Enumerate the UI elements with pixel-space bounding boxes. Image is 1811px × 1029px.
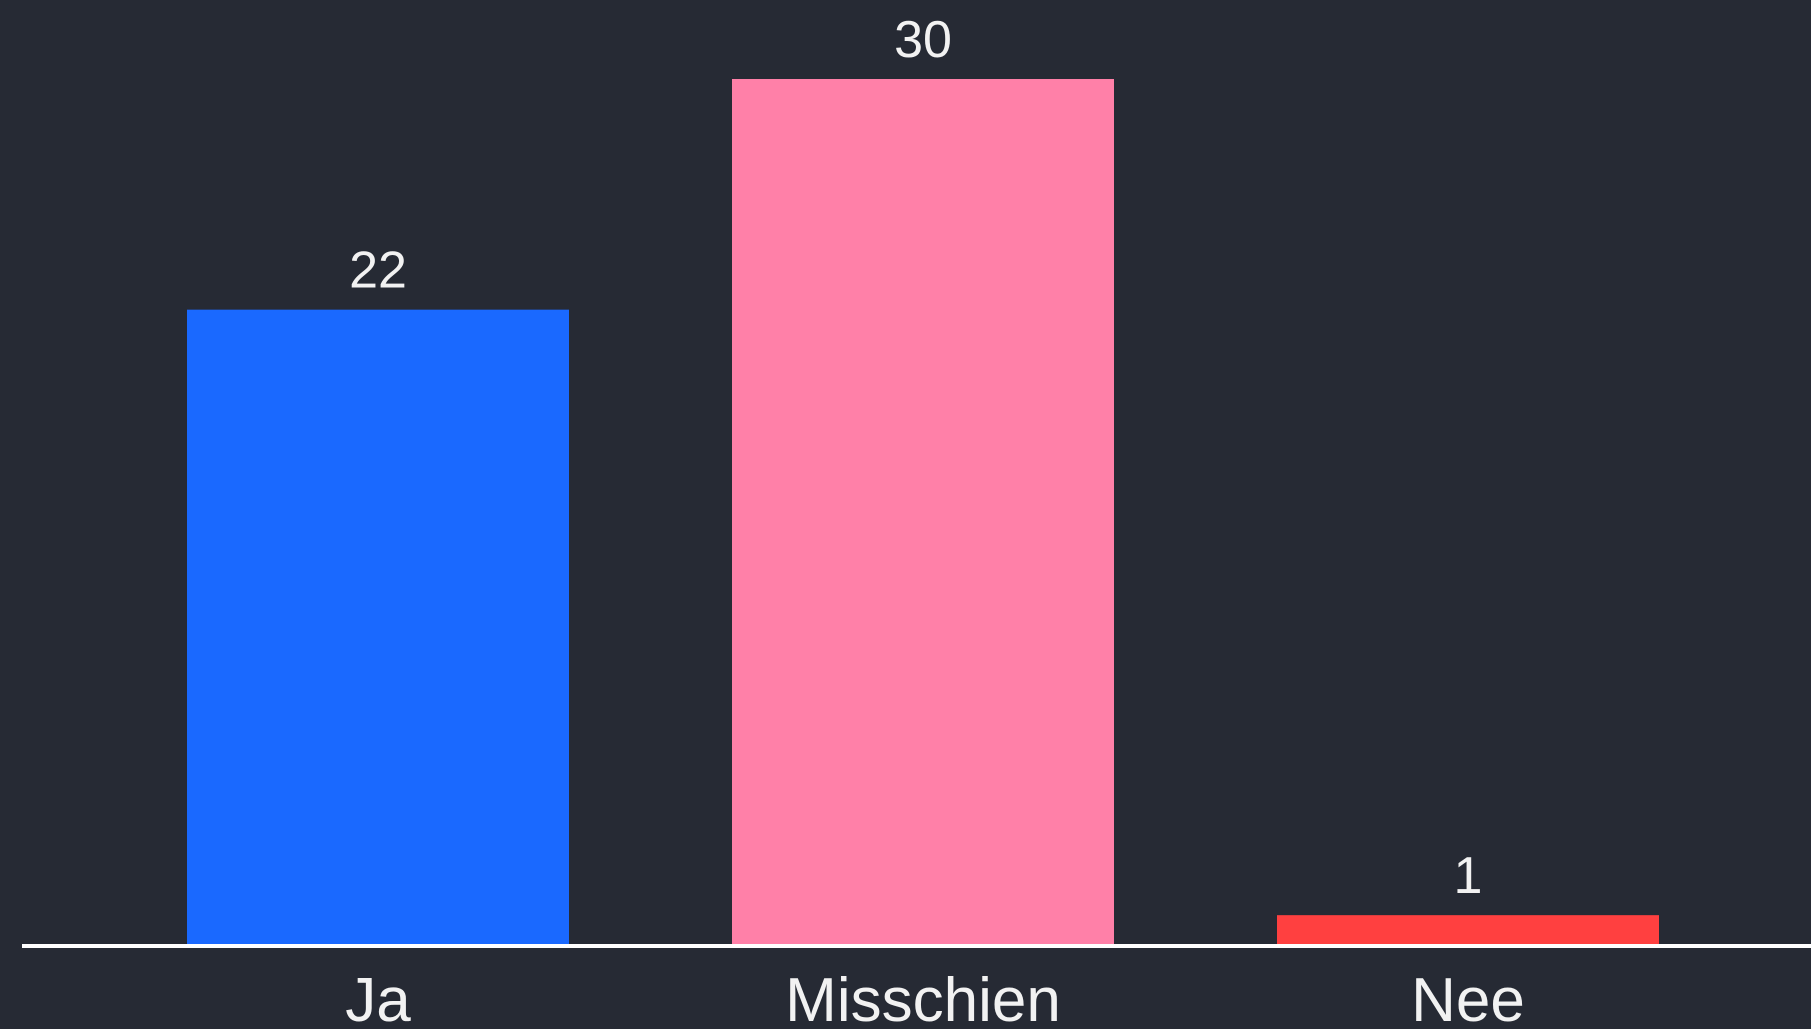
value-label-ja: 22 (349, 242, 407, 300)
category-label-misschien: Misschien (785, 966, 1061, 1029)
bar-ja (187, 309, 569, 945)
bars-layer (187, 79, 1659, 945)
category-label-nee: Nee (1411, 966, 1525, 1029)
value-label-nee: 1 (1454, 847, 1483, 905)
category-label-ja: Ja (345, 966, 411, 1029)
bar-misschien (732, 79, 1114, 944)
bar-nee (1277, 915, 1659, 944)
category-labels-layer: Ja Misschien Nee (345, 966, 1525, 1029)
value-label-misschien: 30 (894, 11, 952, 69)
value-labels-layer: 22 30 1 (349, 11, 1482, 905)
